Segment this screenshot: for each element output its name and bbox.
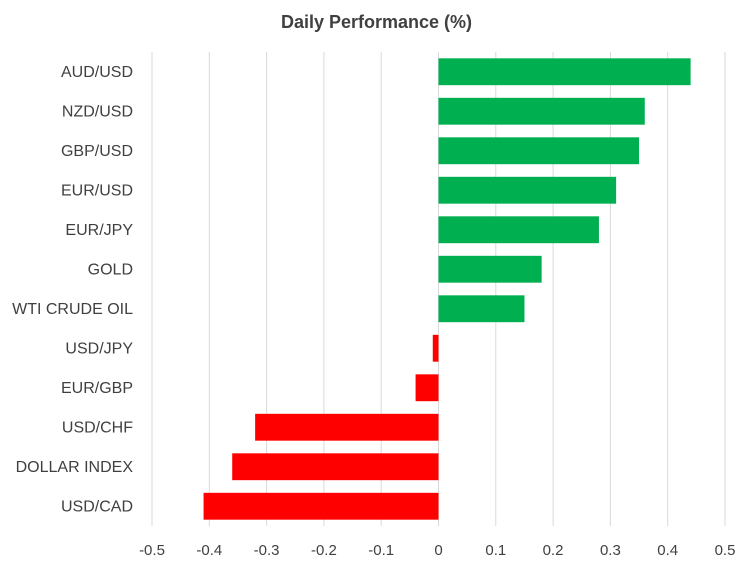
- category-label: USD/JPY: [65, 340, 133, 357]
- bar: [438, 255, 542, 283]
- category-label: NZD/USD: [62, 103, 133, 120]
- bar: [438, 295, 525, 323]
- x-tick-label: -0.4: [196, 542, 222, 559]
- x-tick-label: -0.5: [139, 542, 165, 559]
- gridlines: [151, 52, 726, 526]
- x-tick-label: 0.4: [657, 542, 678, 559]
- bar: [255, 413, 439, 441]
- x-tick-label: 0.1: [485, 542, 506, 559]
- chart-title: Daily Performance (%): [280, 12, 473, 32]
- bar: [203, 492, 439, 520]
- category-label: EUR/USD: [61, 182, 133, 199]
- bar: [438, 58, 691, 86]
- bars: [203, 58, 691, 520]
- bar: [438, 97, 645, 125]
- x-tick-label: 0: [434, 542, 442, 559]
- x-tick-label: 0.2: [543, 542, 564, 559]
- x-axis: -0.5 -0.4 -0.3 -0.2 -0.1 0 0.1 0.2 0.3 0.4 0.5: [139, 542, 735, 559]
- category-label: EUR/GBP: [61, 380, 133, 397]
- x-tick-label: -0.3: [254, 542, 280, 559]
- bar: [438, 216, 599, 244]
- category-label: AUD/USD: [61, 64, 133, 81]
- category-label: WTI CRUDE OIL: [12, 301, 133, 318]
- category-labels: AUD/USD NZD/USD GBP/USD EUR/USD EUR/JPY GOLD W…: [12, 64, 133, 516]
- bar: [438, 137, 640, 165]
- bar: [438, 176, 617, 204]
- x-tick-label: -0.1: [368, 542, 394, 559]
- category-label: DOLLAR INDEX: [16, 459, 134, 476]
- category-label: GBP/USD: [61, 143, 133, 160]
- bar: [432, 334, 439, 362]
- x-tick-label: -0.2: [311, 542, 337, 559]
- category-label: USD/CAD: [61, 498, 133, 515]
- category-label: EUR/JPY: [65, 222, 133, 239]
- category-label: GOLD: [88, 261, 133, 278]
- x-tick-label: 0.3: [600, 542, 621, 559]
- bar: [232, 453, 439, 481]
- category-label: USD/CHF: [62, 419, 133, 436]
- x-tick-label: 0.5: [715, 542, 736, 559]
- bar: [415, 374, 439, 402]
